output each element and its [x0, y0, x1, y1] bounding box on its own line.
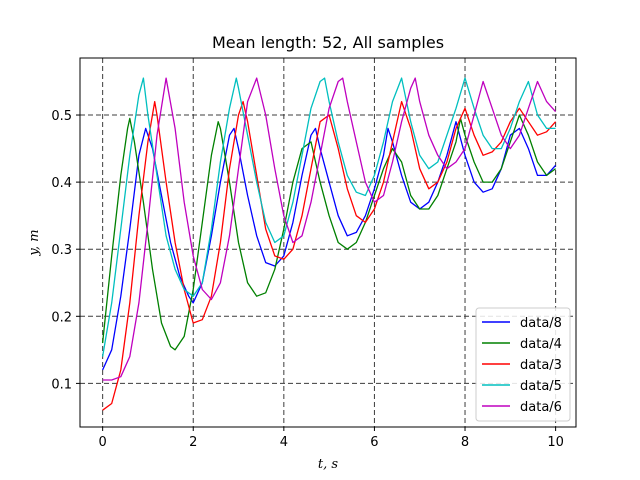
- series-line-data-3: [102, 100, 557, 411]
- y-tick-label: 0.3: [51, 243, 72, 258]
- x-tick-label: 10: [547, 435, 564, 450]
- legend-label: data/4: [520, 337, 562, 352]
- axis-ticks: 0 2 4 6 8 10 0.1 0.2 0.3 0.4 0.5: [51, 109, 564, 450]
- legend-label: data/5: [520, 379, 562, 394]
- chart-title: Mean length: 52, All samples: [212, 33, 444, 52]
- legend-label: data/8: [520, 316, 562, 331]
- x-tick-label: 2: [189, 435, 197, 450]
- legend-label: data/6: [520, 400, 562, 415]
- legend: data/8 data/4 data/3 data/5 data/6: [475, 307, 571, 422]
- series-line-data-8: [102, 121, 557, 371]
- x-tick-label: 4: [280, 435, 288, 450]
- x-tick-label: 8: [461, 435, 469, 450]
- y-axis-label: y, m: [27, 229, 42, 256]
- x-axis-label: t, s: [318, 457, 338, 472]
- y-tick-label: 0.5: [51, 109, 72, 124]
- y-tick-label: 0.4: [51, 176, 72, 191]
- plot-frame: [79, 57, 577, 428]
- y-tick-label: 0.1: [51, 377, 72, 392]
- legend-box: [475, 307, 571, 422]
- series-line-data-4: [101, 114, 556, 351]
- x-tick-label: 6: [370, 435, 378, 450]
- series-line-data-6: [102, 77, 557, 381]
- x-tick-label: 0: [99, 435, 107, 450]
- series-line-data-5: [101, 77, 556, 357]
- legend-label: data/3: [520, 358, 562, 373]
- series-lines: [101, 77, 557, 411]
- y-tick-label: 0.2: [51, 310, 72, 325]
